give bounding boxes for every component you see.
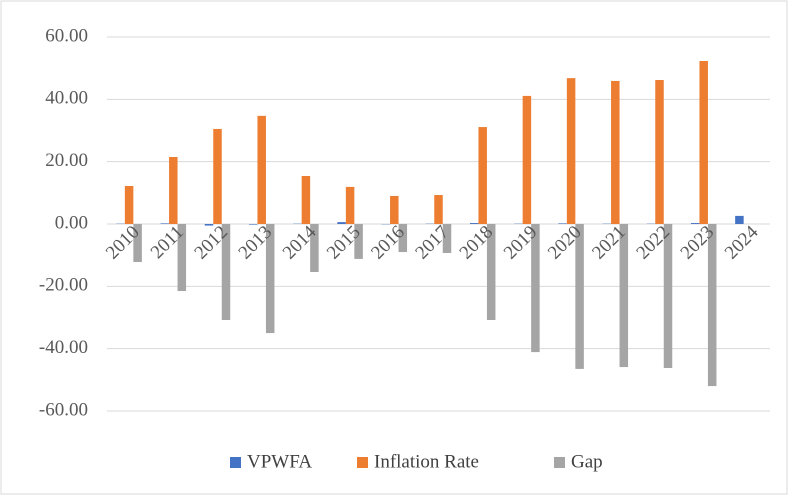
- bar: [213, 128, 222, 224]
- legend-label: Gap: [571, 451, 603, 472]
- bar: [575, 224, 584, 369]
- bar: [301, 176, 311, 224]
- bar: [354, 224, 363, 259]
- bar: [699, 60, 708, 224]
- bar: [690, 223, 700, 224]
- bar: [337, 222, 346, 224]
- bar: [133, 224, 142, 263]
- bar: [248, 224, 258, 225]
- bar: [169, 156, 178, 224]
- bar: [204, 224, 214, 226]
- legend-label: VPWFA: [247, 451, 312, 472]
- legend: VPWFA Inflation Rate Gap: [230, 451, 603, 472]
- y-tick-label: 40.00: [45, 88, 88, 109]
- bar: [124, 185, 134, 224]
- bar: [442, 224, 452, 253]
- bar: [611, 80, 620, 224]
- bar: [221, 224, 231, 320]
- bar: [345, 186, 355, 224]
- bar: [310, 224, 319, 272]
- bar: [619, 224, 629, 368]
- y-tick-label: 60.00: [45, 25, 88, 46]
- bar: [469, 223, 479, 224]
- bar: [257, 115, 266, 224]
- y-tick-label: 0.00: [55, 212, 88, 233]
- bar: [177, 224, 187, 292]
- bar: [478, 127, 487, 224]
- y-tick-label: -60.00: [39, 399, 88, 420]
- legend-swatch: [554, 457, 565, 468]
- legend-swatch: [230, 457, 241, 468]
- bar: [735, 215, 744, 224]
- bar: [531, 224, 540, 353]
- bar: [663, 224, 673, 368]
- bar: [265, 224, 275, 334]
- bar: [160, 223, 170, 224]
- bar: [566, 78, 576, 224]
- bar: [707, 224, 717, 387]
- bar: [398, 224, 408, 253]
- y-tick-label: -40.00: [39, 337, 88, 358]
- bar: [390, 195, 399, 224]
- bar: [522, 95, 532, 224]
- y-tick-label: 20.00: [45, 150, 88, 171]
- bar: [655, 80, 664, 224]
- bar: [434, 195, 443, 224]
- bar: [558, 223, 567, 224]
- legend-label: Inflation Rate: [374, 451, 479, 472]
- bar: [486, 224, 496, 320]
- legend-swatch: [357, 457, 368, 468]
- y-tick-label: -20.00: [39, 275, 88, 296]
